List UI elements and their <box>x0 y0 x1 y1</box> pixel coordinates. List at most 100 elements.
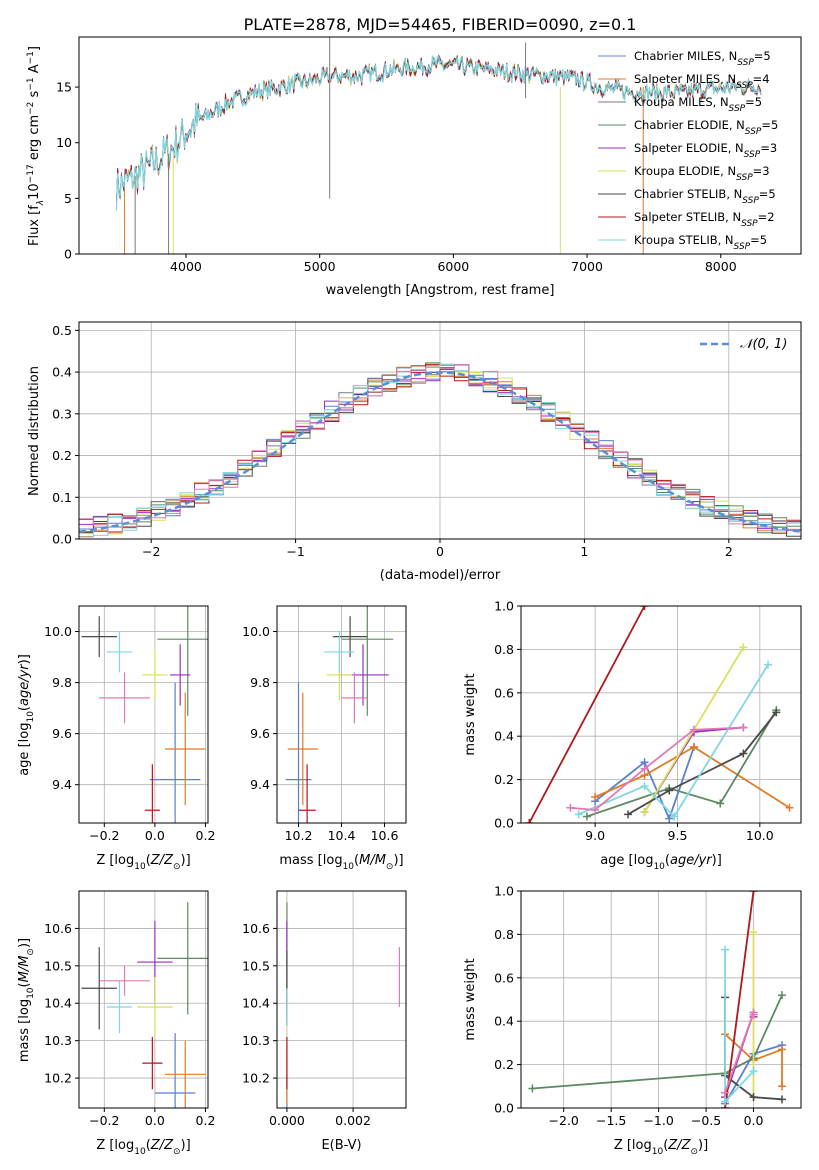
weight-line <box>627 711 778 816</box>
weight-marker <box>749 1093 758 1102</box>
weight-marker <box>528 1084 537 1093</box>
weight-marker <box>772 708 781 717</box>
y-tick-label: 10.4 <box>44 996 72 1011</box>
mass-vs-EBV-panel: 0.000 0.002 10.2 10.3 10.4 10.5 10.6 E(B-V) <box>242 890 407 1153</box>
x-tick-label: 9.0 <box>585 828 605 843</box>
y-axis-label: age [log10(age/yr)] <box>17 654 36 776</box>
age-vs-Z-panel: −0.2 0.0 0.2 9.4 9.6 9.8 10.0 Z [log10(Z/Z⊙)] ag… <box>17 605 216 872</box>
weight-marker <box>582 812 591 821</box>
weight-lines <box>525 606 794 823</box>
y-tick-label: 15 <box>56 80 72 95</box>
weight-marker <box>749 891 758 895</box>
weight-line <box>578 664 769 818</box>
y-tick-label: 1.0 <box>494 599 514 614</box>
y-axis-label: mass [log10(M/M⊙)] <box>17 938 36 1062</box>
weight-marker <box>778 1082 787 1091</box>
x-tick-label: −1.5 <box>596 1113 626 1128</box>
weight-line <box>724 1033 783 1087</box>
x-tick-label: 2 <box>725 544 733 559</box>
x-tick-label: 4000 <box>170 259 202 274</box>
y-tick-label: 0.6 <box>494 970 514 985</box>
legend-label: 𝒩(0, 1) <box>740 337 787 352</box>
y-tick-label: 0.5 <box>52 323 72 338</box>
legend-label: Kroupa STELIB, NSSP=5 <box>634 233 767 252</box>
x-tick-label: 0.2 <box>196 828 216 843</box>
weight-marker <box>689 743 698 752</box>
x-tick-label: 1 <box>580 544 588 559</box>
y-tick-label: 10.5 <box>242 958 270 973</box>
x-tick-label: 0.002 <box>335 1113 371 1128</box>
age-vs-mass-panel: 10.2 10.4 10.6 9.4 9.6 9.8 10.0 mass [log10(M/M… <box>242 605 407 872</box>
y-tick-label: 10.3 <box>242 1033 270 1048</box>
x-tick-label: −2 <box>142 544 160 559</box>
weight-line <box>594 745 790 809</box>
legend-label: Chabrier STELIB, NSSP=5 <box>634 187 776 206</box>
x-tick-label: −0.2 <box>89 828 119 843</box>
y-tick-label: 10.4 <box>242 996 270 1011</box>
x-tick-label: 6000 <box>437 259 469 274</box>
normal-curve <box>79 371 801 533</box>
weight-line <box>528 606 646 823</box>
x-axis-label: (data-model)/error <box>380 568 501 583</box>
axes-frame <box>520 605 802 824</box>
x-axis-label: wavelength [Angstrom, rest frame] <box>326 283 555 298</box>
axes-frame <box>78 321 802 540</box>
x-tick-label: −0.5 <box>691 1113 721 1128</box>
y-tick-label: 10.0 <box>44 624 72 639</box>
y-axis-label: mass weight <box>463 673 478 755</box>
legend-label: Chabrier MILES, NSSP=5 <box>634 49 771 68</box>
x-tick-label: 0 <box>436 544 444 559</box>
x-tick-label: 8000 <box>705 259 737 274</box>
axes-frame <box>520 890 802 1109</box>
y-tick-label: 0.1 <box>52 490 72 505</box>
weight-marker <box>749 1010 758 1019</box>
y-tick-label: 9.8 <box>52 675 72 690</box>
y-tick-label: 0.8 <box>494 642 514 657</box>
y-tick-label: 0.4 <box>52 365 72 380</box>
weight-marker <box>739 643 748 652</box>
weight-lines <box>528 891 787 1108</box>
weight-marker <box>670 812 679 821</box>
weight-marker <box>640 782 649 791</box>
weight-marker <box>749 1067 758 1076</box>
error-bars <box>81 606 208 823</box>
y-tick-label: 0 <box>64 247 72 262</box>
weight-marker <box>624 810 633 819</box>
weight-marker <box>525 819 534 823</box>
weight-marker <box>778 1095 787 1104</box>
y-tick-label: 0.2 <box>52 448 72 463</box>
spectrum-panel: 4000 5000 6000 7000 8000 0 5 10 15 Chabrier MILES… <box>26 36 802 298</box>
y-tick-label: 9.4 <box>52 777 72 792</box>
x-tick-label: −2.0 <box>549 1113 579 1128</box>
x-tick-label: −0.2 <box>89 1113 119 1128</box>
weight-marker <box>574 810 583 819</box>
axes-frame <box>78 890 209 1109</box>
weight-marker <box>778 991 787 1000</box>
legend-label: Salpeter ELODIE, NSSP=3 <box>634 141 777 160</box>
x-tick-label: 0.0 <box>145 828 165 843</box>
x-axis-label: Z [log10(Z/Z⊙)] <box>96 1138 190 1157</box>
y-tick-label: 1.0 <box>494 884 514 899</box>
legend-label: Kroupa ELODIE, NSSP=3 <box>634 164 770 183</box>
weight-line <box>724 1012 755 1094</box>
weight-marker <box>721 1088 730 1097</box>
weight-marker <box>665 786 674 795</box>
x-axis-label: age [log10(age/yr)] <box>600 853 722 872</box>
weight-marker <box>640 764 649 773</box>
error-bars <box>285 606 394 823</box>
y-tick-label: 0.4 <box>494 1014 514 1029</box>
x-axis-label: Z [log10(Z/Z⊙)] <box>96 853 190 872</box>
y-tick-label: 10.2 <box>242 1071 270 1086</box>
weight-line <box>586 709 778 818</box>
error-bars <box>286 902 400 1108</box>
axes-frame <box>276 605 407 824</box>
weight-marker <box>640 606 649 610</box>
y-tick-label: 10.5 <box>44 958 72 973</box>
legend-label: Kroupa MILES, NSSP=5 <box>634 95 762 114</box>
axes-frame <box>78 36 802 255</box>
weight-marker <box>716 799 725 808</box>
x-tick-label: 10.4 <box>328 828 356 843</box>
x-tick-label: 0.000 <box>269 1113 305 1128</box>
